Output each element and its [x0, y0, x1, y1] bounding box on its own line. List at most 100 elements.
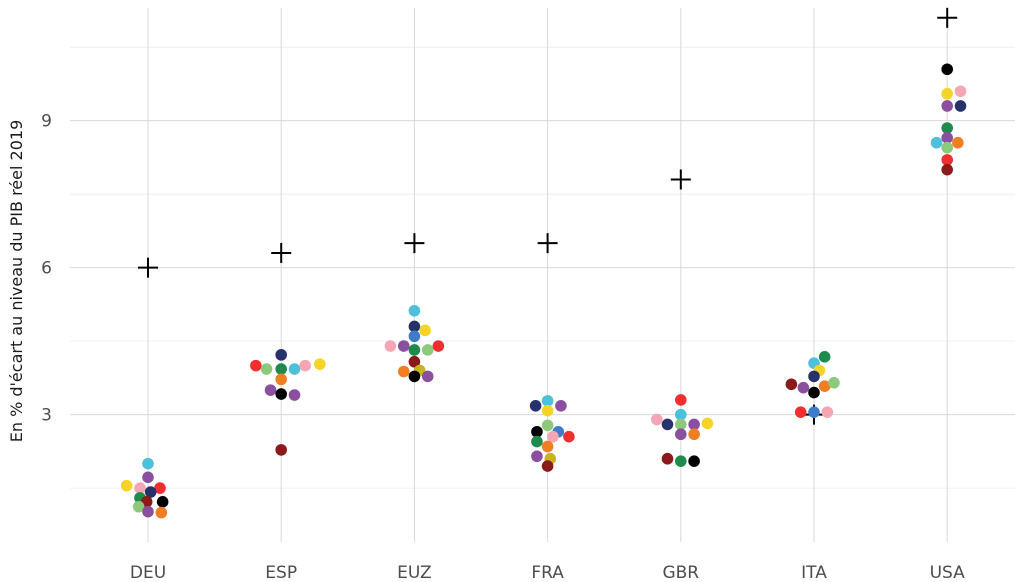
data-point [541, 419, 554, 432]
data-point [531, 450, 543, 463]
data-point [941, 100, 953, 112]
y-tick-label: 6 [41, 259, 52, 279]
data-point [142, 457, 154, 470]
data-point [397, 365, 410, 378]
data-point [688, 455, 700, 467]
reference-plus-mark [670, 169, 691, 190]
data-point [531, 425, 543, 438]
data-point [808, 406, 820, 418]
data-point [250, 359, 262, 372]
reference-plus-mark [537, 233, 558, 254]
data-point [808, 386, 820, 399]
data-point [408, 370, 421, 383]
data-point [954, 85, 967, 98]
data-point [675, 455, 687, 467]
data-point [397, 340, 410, 352]
y-tick-labels: 3 6 9 [41, 112, 52, 426]
x-tick-label: DEU [130, 563, 166, 582]
data-point [541, 395, 554, 407]
data-point [155, 506, 168, 519]
data-point [941, 63, 953, 76]
data-point [408, 344, 421, 356]
data-point [661, 452, 674, 465]
data-point [675, 408, 687, 421]
data-point [821, 406, 834, 418]
x-tick-labels: DEU ESP EUZ FRA GBR ITA USA [130, 563, 965, 582]
data-point [941, 163, 953, 176]
data-point [785, 378, 798, 391]
data-point [541, 460, 554, 472]
data-point [688, 428, 700, 441]
reference-plus-mark [138, 257, 158, 278]
data-point [134, 482, 146, 494]
data-point [675, 418, 687, 431]
data-point [941, 87, 953, 100]
data-point [275, 349, 288, 361]
data-point [541, 404, 554, 417]
data-point [260, 363, 273, 375]
data-point [275, 388, 288, 400]
data-point [701, 417, 714, 430]
data-point [288, 389, 301, 401]
data-point [547, 430, 559, 443]
data-point [688, 418, 700, 431]
data-point [288, 363, 301, 375]
y-axis-label: En % d'écart au niveau du PIB réel 2019 [7, 120, 26, 443]
data-point [941, 154, 953, 166]
data-point [531, 435, 543, 448]
data-point [828, 376, 840, 389]
data-point [384, 340, 397, 352]
data-marks [120, 7, 967, 519]
grid [70, 8, 1015, 542]
data-point [275, 363, 288, 375]
data-point [408, 320, 421, 333]
data-point [142, 505, 154, 518]
y-tick-label: 3 [41, 406, 52, 426]
data-point [419, 324, 431, 337]
data-point [930, 136, 943, 149]
data-point [529, 400, 542, 412]
data-point [299, 359, 311, 372]
data-point [675, 428, 687, 441]
data-point [421, 344, 434, 356]
x-tick-label: ITA [801, 563, 827, 582]
data-point [421, 370, 434, 383]
data-point [408, 355, 421, 368]
data-point [156, 496, 169, 508]
reference-plus-mark [404, 233, 425, 254]
data-point [794, 406, 807, 418]
data-point [144, 486, 157, 498]
data-point [941, 122, 953, 134]
reference-plus-mark [937, 7, 958, 28]
data-point [797, 381, 810, 394]
data-point [675, 394, 687, 406]
data-point [563, 430, 575, 443]
data-point [154, 482, 166, 494]
data-point [264, 384, 277, 396]
data-point [541, 440, 554, 453]
data-point [314, 358, 326, 370]
x-tick-label: USA [930, 563, 966, 582]
x-tick-label: ESP [265, 563, 297, 582]
data-point [952, 136, 964, 149]
data-point [132, 500, 145, 513]
data-point [661, 418, 674, 431]
data-point [818, 380, 831, 393]
data-point [408, 330, 421, 343]
data-point [818, 351, 831, 363]
data-point [808, 370, 820, 383]
y-tick-label: 9 [41, 112, 52, 132]
data-point [275, 373, 288, 386]
data-point [408, 304, 421, 317]
x-tick-label: GBR [662, 563, 699, 582]
data-point [651, 413, 663, 426]
data-point [954, 100, 967, 112]
reference-plus-mark [271, 242, 292, 263]
x-tick-label: EUZ [397, 563, 432, 582]
data-point [555, 400, 567, 412]
data-point [142, 471, 154, 484]
data-point [432, 340, 445, 352]
x-tick-label: FRA [531, 563, 564, 582]
data-point [941, 141, 953, 154]
